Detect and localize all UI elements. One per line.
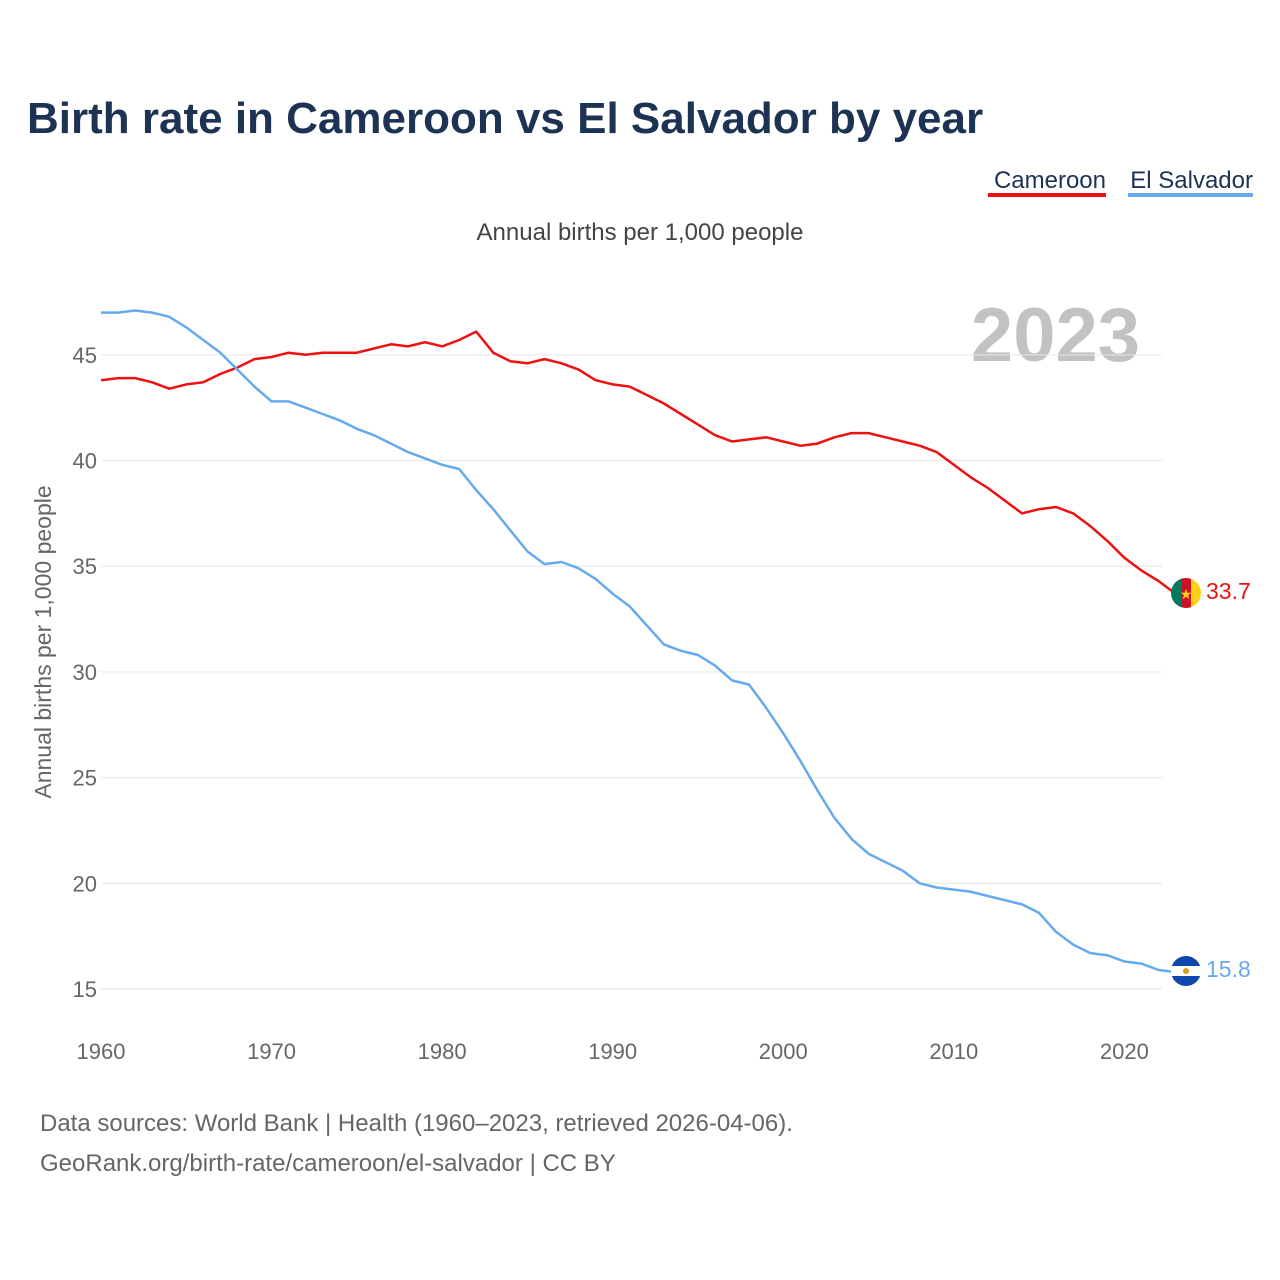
x-axis-ticks: 1960 1970 1980 1990 2000 2010 2020 bbox=[77, 1039, 1149, 1064]
y-tick-label: 25 bbox=[73, 766, 97, 791]
x-tick-label: 1990 bbox=[588, 1039, 637, 1064]
legend-label-cameroon[interactable]: Cameroon bbox=[994, 167, 1106, 194]
legend-swatch-el-salvador bbox=[1128, 193, 1253, 197]
legend-item-el-salvador[interactable]: El Salvador bbox=[1128, 167, 1253, 197]
footer-url-line[interactable]: GeoRank.org/birth-rate/cameroon/el-salva… bbox=[40, 1150, 616, 1177]
series-lines bbox=[100, 309, 1181, 974]
footer-source-line: Data sources: World Bank | Health (1960–… bbox=[40, 1110, 793, 1137]
y-tick-label: 20 bbox=[73, 871, 97, 896]
legend-swatch-cameroon bbox=[988, 193, 1106, 197]
end-marker-cameroon: ★ 33.7 bbox=[1171, 578, 1251, 608]
x-tick-label: 2000 bbox=[759, 1039, 808, 1064]
x-tick-label: 1960 bbox=[77, 1039, 126, 1064]
end-value-cameroon: 33.7 bbox=[1206, 578, 1251, 604]
legend-label-el-salvador[interactable]: El Salvador bbox=[1130, 167, 1253, 194]
chart-title: Birth rate in Cameroon vs El Salvador by… bbox=[27, 94, 983, 143]
y-tick-label: 40 bbox=[73, 449, 97, 474]
legend-item-cameroon[interactable]: Cameroon bbox=[988, 167, 1106, 197]
x-tick-label: 2020 bbox=[1100, 1039, 1149, 1064]
current-year-watermark: 2023 bbox=[971, 293, 1140, 378]
el-salvador-flag-icon bbox=[1171, 956, 1201, 986]
x-tick-label: 1980 bbox=[418, 1039, 467, 1064]
chart-subtitle: Annual births per 1,000 people bbox=[477, 219, 804, 246]
grid-lines bbox=[101, 354, 1162, 990]
y-tick-label: 35 bbox=[73, 554, 97, 579]
cameroon-flag-icon: ★ bbox=[1171, 578, 1201, 608]
x-tick-label: 1970 bbox=[247, 1039, 296, 1064]
y-axis-ticks: 15 20 25 30 35 40 45 bbox=[73, 343, 97, 1002]
y-axis-title: Annual births per 1,000 people bbox=[30, 485, 56, 798]
legend: Cameroon El Salvador bbox=[988, 167, 1253, 197]
end-marker-el-salvador: 15.8 bbox=[1171, 956, 1251, 986]
series-line-cameroon[interactable] bbox=[100, 330, 1181, 595]
x-tick-label: 2010 bbox=[929, 1039, 978, 1064]
y-tick-label: 15 bbox=[73, 977, 97, 1002]
svg-text:★: ★ bbox=[1180, 587, 1193, 603]
y-tick-label: 30 bbox=[73, 660, 97, 685]
end-value-el-salvador: 15.8 bbox=[1206, 956, 1251, 982]
series-line-el-salvador[interactable] bbox=[101, 309, 1181, 974]
y-tick-label: 45 bbox=[73, 343, 97, 368]
